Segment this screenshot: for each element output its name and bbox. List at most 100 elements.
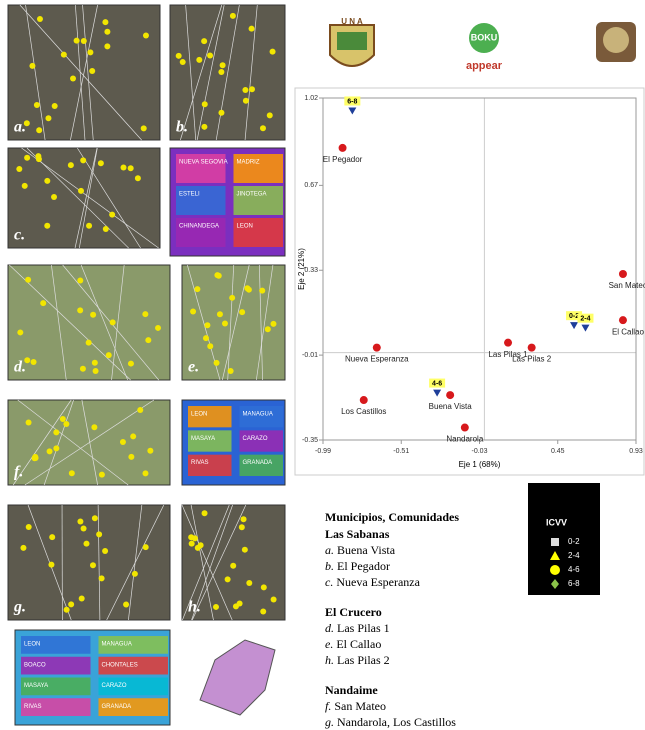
map-site (191, 535, 198, 542)
panel-letter: g. (13, 599, 26, 616)
map-site (91, 359, 98, 366)
map-site (86, 222, 93, 229)
map-site (239, 309, 246, 316)
map-boundary (196, 4, 225, 141)
map-site (25, 276, 32, 283)
map-site (216, 311, 223, 318)
site-point (527, 343, 536, 352)
icvv-label-bg (577, 313, 594, 323)
map-site (91, 424, 98, 431)
region (176, 186, 226, 215)
map-site (40, 300, 47, 307)
map-site (147, 447, 154, 454)
region (188, 406, 232, 428)
legend-label: 0-2 (568, 537, 580, 546)
map-image (7, 147, 161, 249)
legend-swatch (550, 551, 560, 560)
map-site (134, 175, 141, 182)
icvv-point (570, 322, 579, 330)
map-site (78, 595, 85, 602)
region-label: LEON (191, 412, 207, 418)
group-title: Nandaime (325, 683, 378, 697)
map-site (260, 584, 267, 591)
region (233, 154, 283, 183)
map-site (83, 540, 90, 547)
map-boundary (80, 264, 129, 381)
map-site (67, 162, 74, 169)
item-name: Las Pilas 2 (337, 653, 390, 667)
map-site (260, 608, 267, 615)
map-site (130, 433, 137, 440)
icvv-point (581, 324, 590, 332)
map-site (25, 524, 32, 531)
panel-letter: c. (14, 227, 25, 244)
icvv-label-bg (344, 96, 361, 106)
map-image (181, 504, 286, 621)
region-label: CHINANDEGA (179, 224, 219, 230)
map-boundary (70, 4, 98, 141)
map-site (227, 368, 234, 375)
icvv-label: 4-6 (432, 380, 442, 387)
item-name: Las Pilas 1 (337, 621, 390, 635)
list-item: e. El Callao (325, 637, 381, 651)
map-boundary (227, 264, 235, 381)
map-site (44, 177, 51, 184)
map-site (245, 286, 252, 293)
site-label: Nueva Esperanza (345, 355, 409, 364)
map-site (89, 67, 96, 74)
map-boundary (74, 147, 98, 249)
map-site (25, 419, 32, 426)
legend-swatch (551, 579, 559, 589)
logo-text: BOKU (471, 32, 498, 42)
region-label: MANAGUA (243, 412, 273, 418)
logo-boku (469, 23, 499, 53)
map-site (241, 546, 248, 553)
map-boundary (17, 399, 129, 486)
map-site (70, 75, 77, 82)
region-label: GRANADA (243, 460, 273, 466)
map-boundary (128, 504, 143, 621)
site-label: Nandarola (446, 435, 483, 444)
item-name: San Mateo (334, 699, 386, 713)
map-site (232, 603, 239, 610)
region (188, 454, 232, 476)
map-site (270, 596, 277, 603)
site-label: El Pegador (323, 155, 363, 164)
map-site (23, 120, 30, 127)
map-site (131, 570, 138, 577)
map-site (109, 211, 116, 218)
site-point (460, 423, 469, 432)
item-letter: g. (325, 715, 334, 729)
region-label: MASAYA (191, 436, 215, 442)
map-site (59, 415, 66, 422)
map-boundary (75, 4, 86, 141)
map-site (36, 15, 43, 22)
map-site (90, 311, 97, 318)
map-site (224, 576, 231, 583)
map-site (48, 561, 55, 568)
list-item: g. Nandarola, Los Castillos (325, 715, 456, 729)
logo-una (329, 24, 375, 67)
map-site (85, 339, 92, 346)
map-site (24, 357, 31, 364)
map-site (218, 68, 225, 75)
region (233, 186, 283, 215)
region-label: GRANADA (102, 704, 132, 710)
legend-swatch (551, 538, 559, 546)
map-site (188, 540, 195, 547)
map-boundary (185, 4, 197, 141)
map-boundary (182, 504, 230, 621)
legend-label: 4-6 (568, 565, 580, 574)
map-site (98, 471, 105, 478)
region (21, 677, 91, 696)
panel-letter: b. (176, 119, 188, 136)
map-boundary (181, 504, 233, 621)
y-tick-label: 1.02 (304, 95, 318, 102)
list-item: h. Las Pilas 2 (325, 653, 390, 667)
map-site (269, 48, 276, 55)
icvv-label-bg (429, 378, 446, 388)
map-site (201, 38, 208, 45)
map-boundary (256, 264, 274, 381)
map-boundary (258, 264, 263, 381)
map-site (270, 320, 277, 327)
